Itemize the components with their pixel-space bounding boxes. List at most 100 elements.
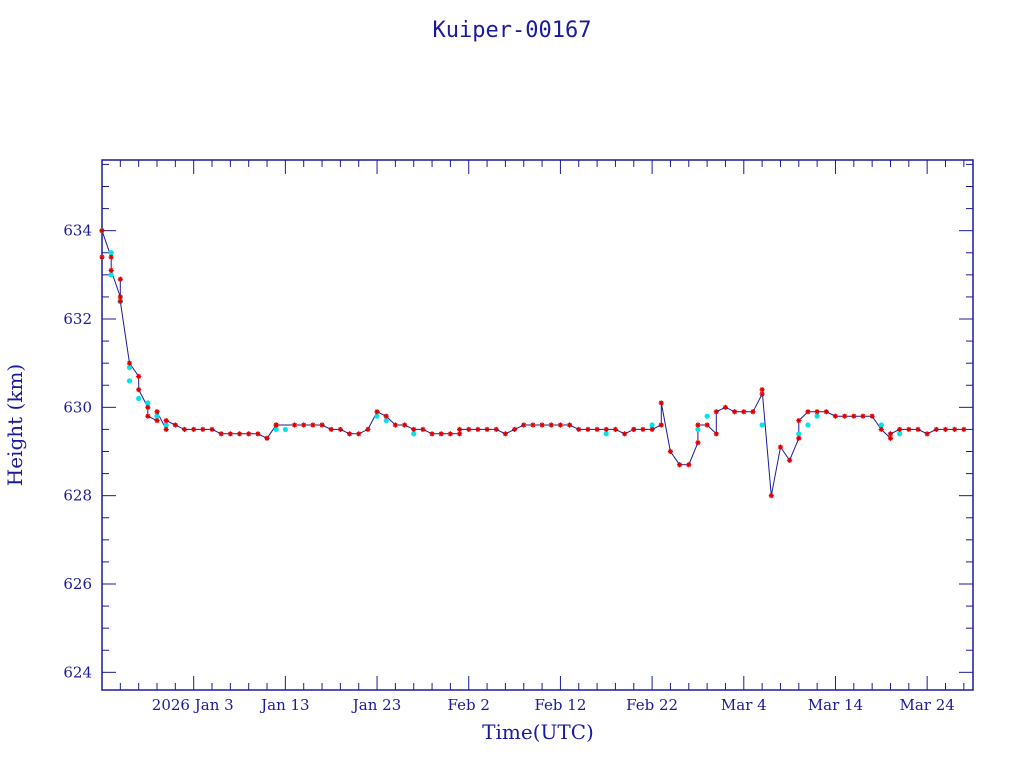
observation-point: [631, 426, 637, 433]
fit-point: [603, 431, 609, 437]
observation-point: [456, 426, 463, 433]
observation-point: [466, 426, 472, 433]
observation-point: [246, 431, 252, 437]
observation-point: [548, 422, 554, 428]
observation-point: [154, 409, 160, 415]
fit-point: [108, 250, 114, 256]
fit-point: [136, 395, 142, 402]
y-tick-label: 634: [63, 222, 92, 240]
observation-point: [218, 431, 224, 437]
fit-point: [374, 413, 380, 419]
observation-point: [145, 404, 151, 410]
observation-point: [741, 409, 747, 415]
observation-point: [154, 417, 160, 424]
observation-point: [411, 426, 417, 433]
y-tick-label: 626: [63, 575, 92, 593]
observation-point: [915, 426, 921, 433]
fit-point: [163, 422, 169, 428]
observation-point: [777, 444, 784, 450]
fit-point: [805, 422, 811, 428]
observation-point: [99, 254, 105, 260]
observation-point: [429, 431, 435, 437]
observation-point: [163, 417, 169, 424]
observation-point: [658, 422, 664, 428]
fit-point: [282, 426, 288, 433]
observation-point: [328, 426, 334, 433]
observation-point: [878, 426, 884, 433]
observation-point: [887, 431, 894, 437]
observation-point: [200, 426, 206, 433]
observation-point: [759, 391, 765, 397]
observation-point: [860, 413, 866, 419]
observation-point: [677, 462, 683, 468]
observation-point: [686, 462, 692, 468]
observation-point: [227, 431, 233, 437]
x-tick-label: Mar 14: [808, 696, 863, 714]
fit-point: [126, 364, 133, 371]
observation-point: [851, 413, 857, 419]
observation-point: [842, 413, 848, 419]
x-tick-label: Feb 12: [534, 696, 586, 714]
observation-point: [832, 413, 839, 419]
observation-point: [695, 440, 701, 446]
y-tick-label: 630: [63, 398, 92, 416]
observation-point: [557, 422, 564, 428]
x-tick-label: Feb 2: [448, 696, 490, 714]
observation-point: [145, 413, 151, 419]
observation-point: [796, 417, 802, 424]
observation-point: [649, 426, 655, 433]
observation-point: [209, 426, 215, 433]
fit-point: [411, 431, 417, 437]
observation-point: [942, 426, 949, 433]
observation-point: [108, 254, 114, 260]
observation-point: [823, 409, 829, 415]
observation-point: [585, 426, 591, 433]
observation-point: [612, 426, 619, 433]
x-axis-label: Time(UTC): [482, 720, 594, 744]
observation-point: [887, 435, 894, 441]
observation-point: [732, 409, 738, 415]
observation-point: [768, 493, 774, 499]
observation-point: [704, 422, 710, 428]
plot-frame: [101, 159, 974, 691]
fit-point: [814, 413, 820, 419]
observation-point: [961, 426, 967, 433]
observation-point: [255, 431, 261, 437]
observation-point: [291, 422, 298, 428]
observation-point: [805, 409, 811, 415]
observation-point: [924, 431, 930, 437]
observation-point: [952, 426, 958, 433]
observation-point: [511, 426, 518, 433]
observation-point: [310, 422, 316, 428]
observation-point: [346, 431, 353, 437]
observation-point: [117, 276, 123, 282]
observation-point: [447, 431, 453, 437]
observation-point: [759, 387, 765, 393]
plot-border: [101, 159, 974, 691]
observation-point: [365, 426, 371, 433]
observation-point: [191, 426, 197, 433]
observation-point: [236, 431, 243, 437]
y-tick-label: 624: [63, 663, 92, 681]
observation-point: [273, 422, 279, 428]
fit-point: [649, 422, 655, 428]
observation-point: [933, 426, 939, 433]
observation-point: [392, 422, 398, 428]
observation-point: [126, 360, 133, 366]
fit-point: [154, 413, 160, 419]
observation-point: [438, 431, 444, 437]
observation-point: [869, 413, 875, 419]
observation-point: [136, 387, 142, 393]
observation-point: [136, 373, 142, 380]
observation-point: [99, 228, 105, 234]
observation-point: [502, 431, 509, 437]
chart-title: Kuiper-00167: [433, 18, 592, 43]
fit-point: [897, 431, 903, 437]
observation-point: [539, 422, 545, 428]
observation-point: [897, 426, 903, 433]
observation-point: [667, 448, 674, 455]
observation-point: [420, 426, 426, 433]
observation-point: [566, 422, 573, 428]
fit-point: [383, 417, 389, 424]
